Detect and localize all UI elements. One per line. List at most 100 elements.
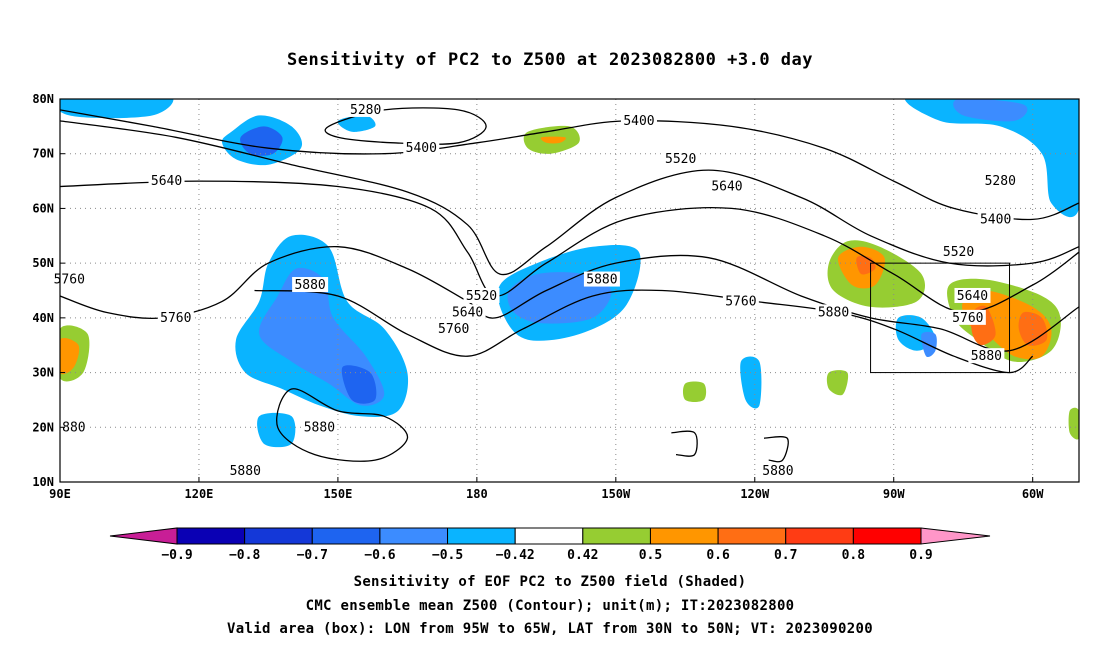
contour-label: 5760 <box>160 311 191 326</box>
x-tick-label: 90E <box>49 487 71 501</box>
caption-line-2: CMC ensemble mean Z500 (Contour); unit(m… <box>305 598 795 614</box>
colorbar-label: 0.6 <box>706 548 730 563</box>
contour-5880 <box>671 430 698 457</box>
contour-label: 880 <box>62 420 85 435</box>
colorbar-segment <box>717 527 787 545</box>
colorbar-label: 0.8 <box>842 548 866 563</box>
x-tick-label: 120E <box>185 487 214 501</box>
x-tick-label: 150E <box>323 487 352 501</box>
shaded-region <box>740 356 762 409</box>
contour-label: 5880 <box>586 273 617 288</box>
contour-5640 <box>60 180 1079 314</box>
contour-label: 5880 <box>971 349 1002 364</box>
contour-label: 5280 <box>350 103 381 118</box>
y-tick-label: 10N <box>32 475 54 489</box>
contour-label-bg <box>292 277 329 293</box>
shaded-region <box>1018 311 1048 346</box>
shaded-region <box>60 99 174 119</box>
contour-label: 5400 <box>980 212 1011 227</box>
contour-label: 5760 <box>952 311 983 326</box>
axis-layer: 90E 120E 150E 180 150W 120W 90W 60W 10N 20N 30N 40N… <box>32 92 1044 501</box>
colorbar-label: −0.8 <box>229 548 260 563</box>
shaded-region <box>682 381 707 402</box>
contour-label: 5880 <box>304 420 335 435</box>
contour-label: 5760 <box>725 294 756 309</box>
contour-label-bg <box>227 463 264 479</box>
contour-label-bg <box>301 419 338 435</box>
contour-label: 5760 <box>54 273 85 288</box>
contour-label-bg <box>347 101 384 117</box>
contour-label: 5760 <box>438 322 469 337</box>
colorbar-low-extend <box>109 527 178 545</box>
contour-label-bg <box>968 348 1005 364</box>
chart-title: Sensitivity of PC2 to Z500 at 2023082800… <box>286 50 813 70</box>
x-tick-label: 150W <box>601 487 631 501</box>
shaded-region <box>1068 407 1079 440</box>
colorbar-label: −0.7 <box>297 548 328 563</box>
plot-frame <box>59 98 1080 483</box>
y-tick-label: 50N <box>32 256 54 270</box>
contour-label-bg <box>583 271 620 287</box>
contour-5400 <box>60 109 1079 221</box>
contour-label-bg <box>815 304 852 320</box>
contour-label-bg <box>157 309 194 325</box>
colorbar-segment <box>785 527 854 545</box>
colorbar-label: 0.7 <box>774 548 797 563</box>
contour-label-bg <box>435 320 472 336</box>
colorbar-segment <box>447 527 516 545</box>
colorbar-label: −0.6 <box>364 548 395 563</box>
contour-5280 <box>324 107 487 145</box>
colorbar-label: 0.5 <box>639 548 662 563</box>
colorbar-segment <box>582 527 651 545</box>
contour-label: 5880 <box>818 305 849 320</box>
colorbar-segment <box>244 527 313 545</box>
contour-label: 5640 <box>957 289 988 304</box>
contour-layer <box>60 107 1079 463</box>
shaded-region <box>540 136 566 144</box>
contour-label-bg <box>403 140 440 156</box>
y-tick-label: 40N <box>32 311 54 325</box>
contour-label-bg <box>940 244 977 260</box>
contour-5880 <box>254 289 1034 374</box>
colorbar-label: −0.9 <box>161 548 192 563</box>
colorbar-label: 0.9 <box>909 548 932 563</box>
colorbar-segment <box>176 527 246 545</box>
colorbar-high-extend <box>920 527 991 545</box>
contour-label-bg <box>949 309 986 325</box>
contour-label-bg <box>708 178 745 194</box>
contour-label-bg <box>148 173 185 189</box>
contour-label: 5880 <box>762 464 793 479</box>
caption-line-3: Valid area (box): LON from 95W to 65W, L… <box>227 621 873 637</box>
colorbar-segment <box>649 527 719 545</box>
contour-label-bg <box>759 463 796 479</box>
contour-label: 5880 <box>294 278 325 293</box>
contour-label: 5640 <box>452 305 483 320</box>
x-tick-label: 120W <box>740 487 770 501</box>
contour-label-bg <box>662 151 699 167</box>
caption-line-1: Sensitivity of EOF PC2 to Z500 field (Sh… <box>353 574 747 590</box>
contour-label-bg <box>463 287 500 303</box>
contour-label-layer: 5280 5400 5640 5760 5880 5760 5520 5640 5760 5880… <box>51 101 1019 479</box>
x-tick-label: 90W <box>883 487 905 501</box>
colorbar: −0.9 −0.8 −0.7 −0.6 −0.5 −0.42 0.42 0.5 0.6 0.7 0.… <box>109 527 991 563</box>
contour-label-bg <box>954 287 991 303</box>
contour-label-bg <box>620 112 657 128</box>
colorbar-segment <box>379 527 449 545</box>
contour-label: 5400 <box>623 114 654 129</box>
contour-5520 <box>60 120 1079 276</box>
contour-label-bg <box>977 211 1014 227</box>
contour-5760 <box>60 246 1079 352</box>
colorbar-segment <box>311 527 381 545</box>
y-tick-label: 20N <box>32 420 54 434</box>
shaded-region <box>60 338 80 375</box>
shaded-region <box>905 99 1079 218</box>
colorbar-label: 0.42 <box>567 548 598 563</box>
contour-label: 5520 <box>943 245 974 260</box>
contour-label-bg <box>722 293 759 309</box>
y-tick-label: 30N <box>32 366 54 380</box>
contour-5880 <box>276 388 409 462</box>
contour-label: 5280 <box>985 174 1016 189</box>
contour-label: 5640 <box>151 174 182 189</box>
contour-label: 5640 <box>711 180 742 195</box>
contour-label-bg <box>59 419 88 435</box>
